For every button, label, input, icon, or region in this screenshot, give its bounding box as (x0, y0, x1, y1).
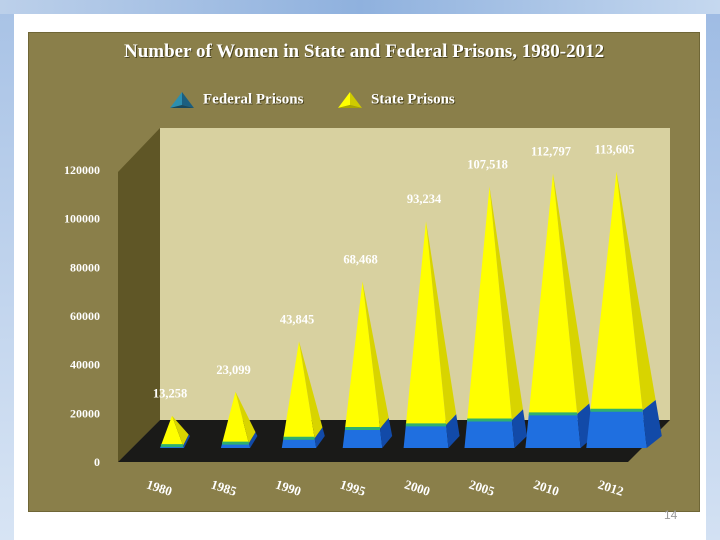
slide-frame-top (0, 0, 720, 14)
slide-frame-right (706, 14, 720, 540)
state-segment-front (528, 173, 578, 414)
x-tick-label-2010: 2010 (532, 477, 561, 499)
state-segment-front (467, 186, 512, 421)
x-axis: 1980 1985 1990 1995 2000 2005 2010 2012 (145, 477, 626, 499)
federal-segment-front (525, 413, 581, 448)
data-label-1995: 68,468 (343, 252, 377, 266)
legend-item-federal: Federal Prisons (169, 91, 303, 109)
legend-label-federal: Federal Prisons (203, 91, 304, 108)
x-tick-label-1995: 1995 (338, 477, 368, 499)
y-tick-label: 40000 (70, 358, 100, 372)
x-tick-label-2000: 2000 (403, 477, 432, 499)
data-label-2012: 113,605 (595, 143, 635, 157)
federal-segment-side (248, 432, 258, 448)
slide-frame-left (0, 14, 14, 540)
pyramid-2012 (586, 171, 662, 448)
state-segment-side (489, 186, 523, 421)
y-tick-label: 80000 (70, 260, 100, 274)
federal-segment-side (314, 427, 325, 448)
federal-segment-front (464, 420, 515, 448)
data-label-1990: 43,845 (280, 312, 314, 326)
pyramid-1995 (342, 281, 393, 448)
x-tick-label-2012: 2012 (596, 477, 625, 499)
state-segment-side (616, 171, 656, 411)
chart-title: Number of Women in State and Federal Pri… (124, 41, 605, 62)
state-segment-side (362, 281, 389, 429)
data-label-2000: 93,234 (407, 192, 442, 206)
state-segment-side (235, 391, 256, 444)
pyramid-1990 (281, 341, 325, 448)
federal-segment-side (379, 417, 393, 448)
state-segment-front (222, 391, 249, 444)
pyramid-2000 (403, 221, 460, 448)
data-label-1985: 23,099 (216, 363, 250, 377)
legend-label-state: State Prisons (371, 91, 455, 108)
federal-segment-front (403, 424, 449, 448)
state-segment-front (160, 415, 184, 446)
data-label-1980: 13,258 (153, 387, 187, 401)
blue-pyramid-icon (170, 92, 194, 108)
federal-segment-front (586, 410, 647, 448)
y-tick-label: 100000 (64, 212, 100, 226)
pyramid-2005 (464, 186, 527, 448)
state-segment-front (283, 341, 315, 439)
y-tick-label: 60000 (70, 309, 100, 323)
federal-segment-side (511, 409, 527, 448)
federal-segment-front (281, 438, 317, 448)
x-tick-label-2005: 2005 (467, 477, 497, 499)
x-tick-label-1990: 1990 (274, 477, 303, 499)
state-segment-side (299, 341, 323, 439)
state-segment-side (172, 415, 189, 446)
state-segment-front (590, 171, 643, 411)
x-tick-label-1985: 1985 (209, 477, 239, 499)
state-segment-front (405, 221, 447, 425)
y-tick-label: 120000 (64, 163, 100, 177)
slide-page-number: 14 (664, 508, 678, 522)
legend-item-state: State Prisons (337, 91, 455, 109)
data-label-2010: 112,797 (531, 145, 571, 159)
data-labels: 13,258 23,099 43,845 68,468 93,234 107,518 112… (153, 143, 635, 401)
state-segment-front (345, 281, 380, 429)
y-tick-label: 20000 (70, 406, 100, 420)
federal-segment-front (342, 428, 383, 448)
yellow-pyramid-icon (338, 92, 362, 108)
pyramid-1980 (160, 415, 190, 448)
state-segment-side (426, 221, 457, 425)
state-segment-side (553, 173, 590, 414)
pyramid-2010 (525, 173, 595, 448)
pyramid-series (160, 171, 662, 448)
x-tick-label-1980: 1980 (145, 477, 174, 499)
federal-segment-side (642, 399, 662, 448)
y-tick-label: 0 (94, 455, 100, 469)
federal-segment-side (183, 434, 190, 448)
data-label-2005: 107,518 (467, 157, 508, 171)
chart-wall-side (118, 128, 160, 462)
federal-segment-side (446, 414, 460, 448)
y-axis: 0 20000 40000 60000 80000 100000 120000 (64, 163, 100, 469)
pyramid-1985 (220, 391, 258, 448)
